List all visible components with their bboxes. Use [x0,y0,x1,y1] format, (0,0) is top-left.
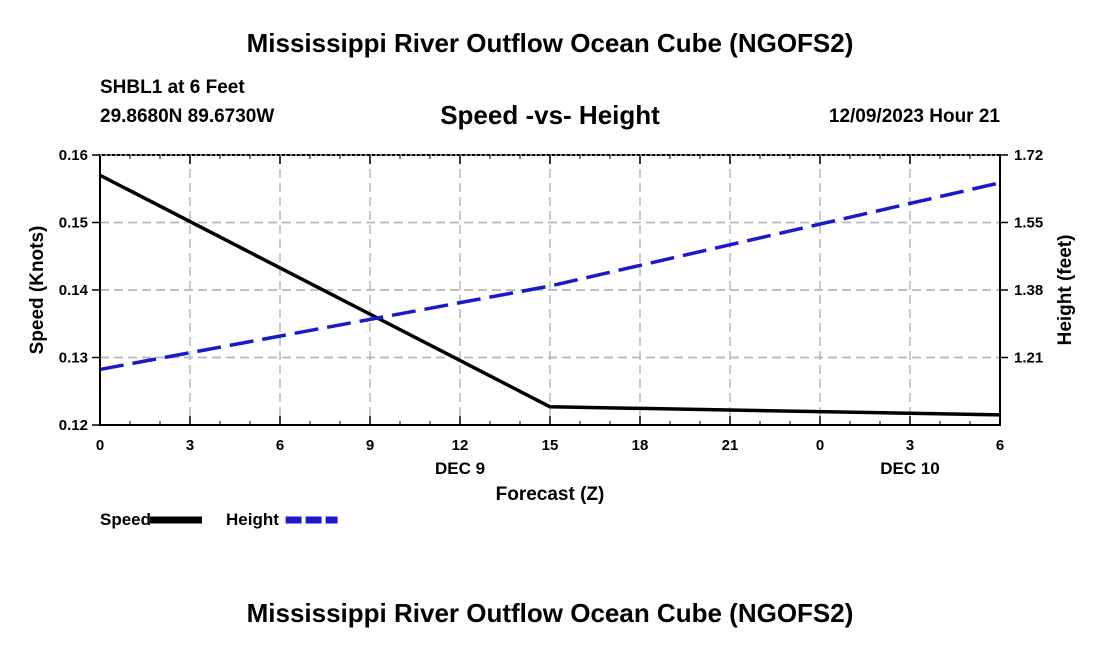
y2-tick-label: 1.21 [1014,350,1043,367]
y-tick-label: 0.15 [59,215,88,232]
x-tick-label: 21 [722,437,739,454]
station-label: SHBL1 at 6 Feet [100,77,245,98]
series-line-height [99,181,1001,372]
x-tick-label: 9 [366,437,374,454]
y-tick-label: 0.13 [59,350,88,367]
repeated-title: Mississippi River Outflow Ocean Cube (NG… [246,598,854,628]
y-tick-label: 0.14 [59,282,89,299]
grid-lines [100,155,1000,425]
forecast-datetime: 12/09/2023 Hour 21 [828,106,1000,127]
x-tick-label: 18 [632,437,649,454]
y2-tick-label: 1.55 [1014,215,1043,232]
y-axis-title: Speed (Knots) [27,226,48,355]
x-tick-label: 0 [96,437,104,454]
y2-tick-label: 1.72 [1014,147,1043,164]
x-tick-label: 3 [906,437,914,454]
x-date-label: DEC 9 [435,459,485,478]
y2-tick-label: 1.38 [1014,282,1043,299]
x-date-label: DEC 10 [880,459,940,478]
y2-axis-title: Height (feet) [1055,235,1076,346]
x-tick-label: 12 [452,437,469,454]
axis-ticks [92,154,1008,426]
legend: Speed Height [100,510,338,529]
y-tick-label: 0.16 [59,147,88,164]
chart-main-title: Mississippi River Outflow Ocean Cube (NG… [246,28,854,58]
legend-label-speed: Speed [100,510,151,529]
x-tick-label: 6 [276,437,284,454]
station-coordinates: 29.8680N 89.6730W [100,106,275,127]
x-tick-label: 3 [186,437,194,454]
x-axis-title: Forecast (Z) [496,484,605,505]
legend-label-height: Height [226,510,279,529]
x-tick-label: 0 [816,437,824,454]
speed-height-chart: 0 3 6 9 12 15 18 21 0 3 6 DEC 9 DEC 10 0.12 0.13 0.14 0.… [27,147,1076,529]
axis-labels: 0 3 6 9 12 15 18 21 0 3 6 DEC 9 DEC 10 0.12 0.13 0.14 0.… [59,147,1043,478]
x-tick-label: 6 [996,437,1004,454]
chart-subtitle: Speed -vs- Height [440,100,660,130]
x-tick-label: 15 [542,437,559,454]
y-tick-label: 0.12 [59,417,88,434]
